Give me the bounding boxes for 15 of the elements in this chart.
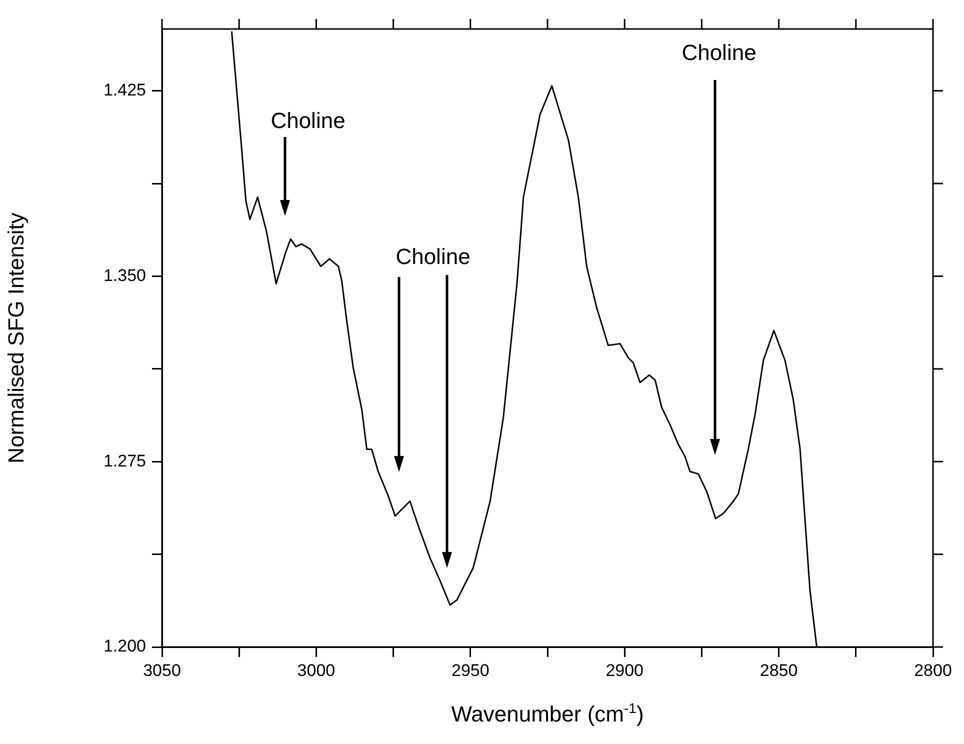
x-tick-label: 2850 xyxy=(760,660,798,680)
y-tick-label: 1.275 xyxy=(103,451,146,470)
annotation: Choline xyxy=(682,40,756,65)
y-tick-label: 1.200 xyxy=(103,636,146,656)
y-axis-title: Normalised SFG Intensity xyxy=(3,212,28,464)
y-tick-label: 1.350 xyxy=(103,266,146,285)
x-tick-label: 3050 xyxy=(143,660,181,680)
x-tick-label: 2900 xyxy=(606,660,644,680)
x-tick-label: 2950 xyxy=(451,660,490,680)
annotation: Choline xyxy=(396,244,470,269)
x-tick-label: 3000 xyxy=(297,660,336,680)
x-tick-label: 2800 xyxy=(914,660,952,680)
y-tick-label: 1.425 xyxy=(103,80,146,100)
annotation: Choline xyxy=(270,108,346,133)
x-axis-title: Wavenumber (cm$^{-1}$) xyxy=(450,700,645,728)
